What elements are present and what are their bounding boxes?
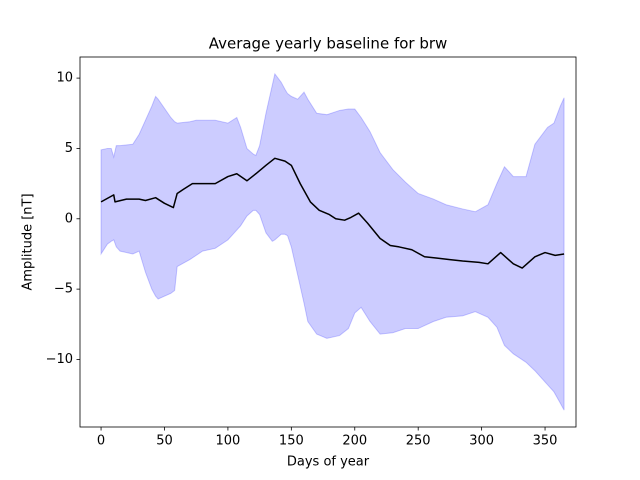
series-line xyxy=(100,157,565,269)
y-tick-label: −5 xyxy=(54,282,73,297)
x-tick-label: 300 xyxy=(469,434,494,449)
x-tick-label: 200 xyxy=(342,434,367,449)
y-tick-label: −10 xyxy=(46,352,73,367)
y-tick-label: 10 xyxy=(56,71,73,86)
y-axis-label: Amplitude [nT] xyxy=(21,193,36,290)
x-axis-label: Days of year xyxy=(287,455,370,470)
confidence-band xyxy=(100,72,565,411)
x-tick-label: 150 xyxy=(279,434,304,449)
chart-title: Average yearly baseline for brw xyxy=(209,35,448,53)
x-tick-label: 350 xyxy=(533,434,558,449)
x-tick-label: 0 xyxy=(97,434,105,449)
y-tick-label: 5 xyxy=(65,141,73,156)
x-tick-label: 100 xyxy=(215,434,240,449)
x-tick-label: 250 xyxy=(406,434,431,449)
x-tick-label: 50 xyxy=(156,434,173,449)
plot-frame xyxy=(79,56,577,428)
y-tick-label: 0 xyxy=(65,211,73,226)
